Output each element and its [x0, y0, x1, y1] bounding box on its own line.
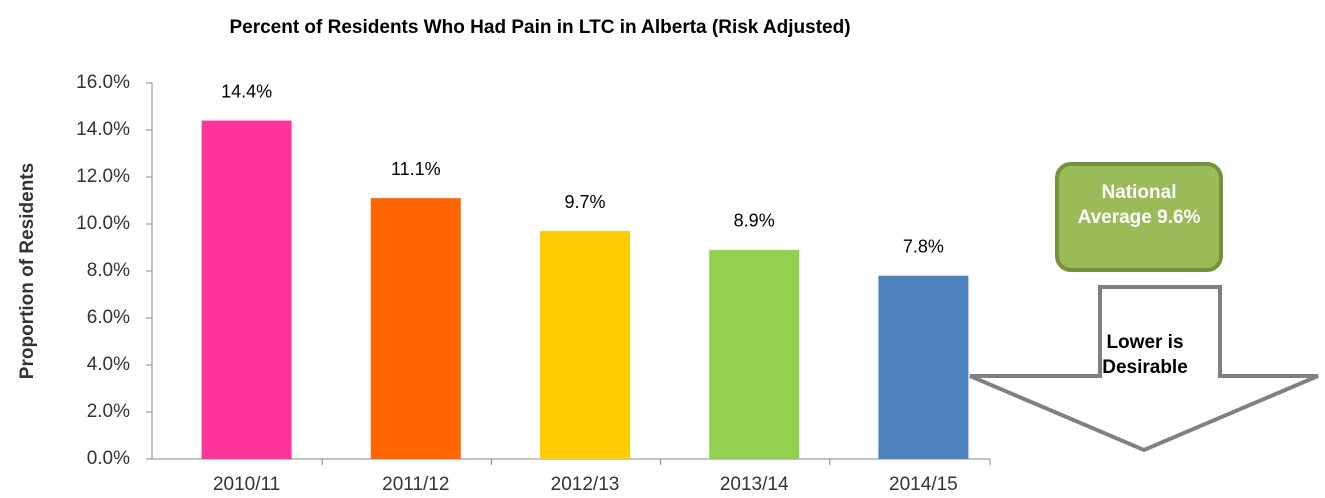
bar: [878, 275, 969, 459]
bar: [370, 198, 461, 459]
value-label: 14.4%: [221, 81, 272, 101]
value-label: 7.8%: [903, 236, 944, 256]
y-tick-label: 14.0%: [76, 119, 130, 140]
chart-title: Percent of Residents Who Had Pain in LTC…: [229, 17, 851, 38]
x-tick-label: 2011/12: [382, 474, 449, 495]
bar: [540, 231, 630, 459]
y-tick-label: 16.0%: [76, 72, 130, 93]
average-note: National Average 9.6%: [1077, 182, 1201, 228]
y-tick-label: 0.0%: [87, 448, 130, 469]
down-arrow: [969, 285, 1319, 453]
y-tick-label: 8.0%: [87, 260, 130, 281]
x-tick-label: 2014/15: [889, 474, 958, 495]
value-label: 9.7%: [564, 192, 605, 212]
value-label: 11.1%: [391, 159, 441, 179]
y-tick-label: 12.0%: [76, 166, 130, 187]
y-tick-label: 4.0%: [87, 354, 130, 375]
bar: [201, 120, 292, 459]
desirable-note: Lower is Desirable: [1102, 332, 1188, 378]
y-axis-label: Proportion of Residents: [17, 163, 38, 379]
x-tick-label: 2010/11: [213, 474, 280, 495]
x-tick-label: 2013/14: [720, 474, 789, 495]
y-tick-label: 2.0%: [87, 401, 130, 422]
y-tick-label: 10.0%: [76, 213, 130, 234]
average-box: [1055, 162, 1223, 272]
value-label: 8.9%: [734, 211, 775, 231]
bar: [709, 249, 800, 459]
x-tick-label: 2012/13: [551, 474, 620, 495]
y-tick-label: 6.0%: [87, 307, 130, 328]
